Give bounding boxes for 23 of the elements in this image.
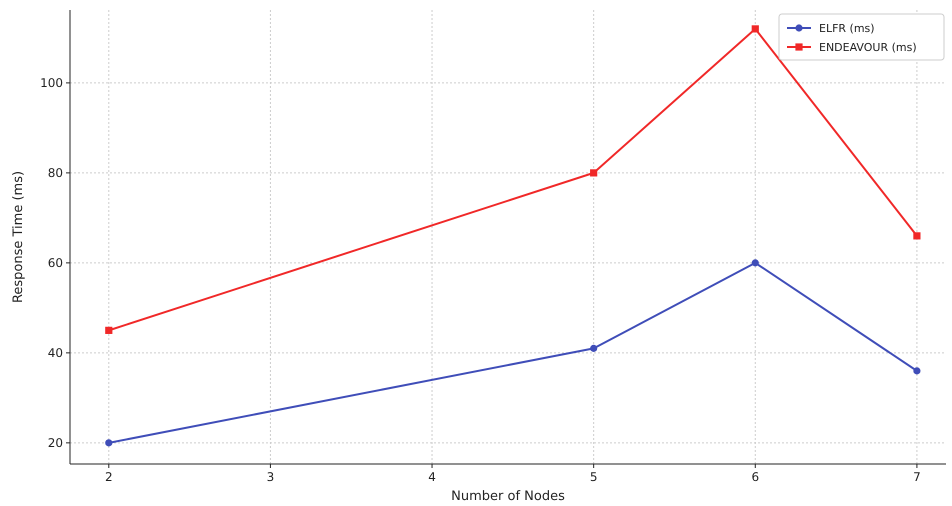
point: [913, 367, 921, 374]
point: [105, 439, 112, 446]
point: [105, 326, 112, 334]
x-tick-label: 3: [266, 470, 274, 484]
x-tick-label: 7: [913, 470, 921, 484]
x-tick-label: 2: [104, 470, 113, 484]
x-tick-label: 5: [590, 470, 598, 484]
point: [913, 232, 921, 240]
x-axis-title: Number of Nodes: [451, 489, 566, 504]
point: [590, 169, 598, 176]
y-axis-title: Response Time (ms): [11, 170, 26, 304]
y-tick-label: 80: [48, 166, 63, 180]
x-tick-label: 6: [751, 470, 760, 484]
legend-label: ELFR (ms): [819, 22, 875, 35]
y-tick-label: 20: [48, 436, 63, 450]
y-tick-label: 100: [40, 76, 63, 90]
legend-label: ENDEAVOUR (ms): [819, 41, 917, 54]
point: [590, 344, 598, 352]
x-tick-label: 4: [428, 470, 436, 484]
point: [752, 25, 759, 32]
point: [752, 259, 759, 266]
y-tick-label: 60: [48, 256, 63, 270]
y-tick-label: 40: [48, 346, 63, 360]
